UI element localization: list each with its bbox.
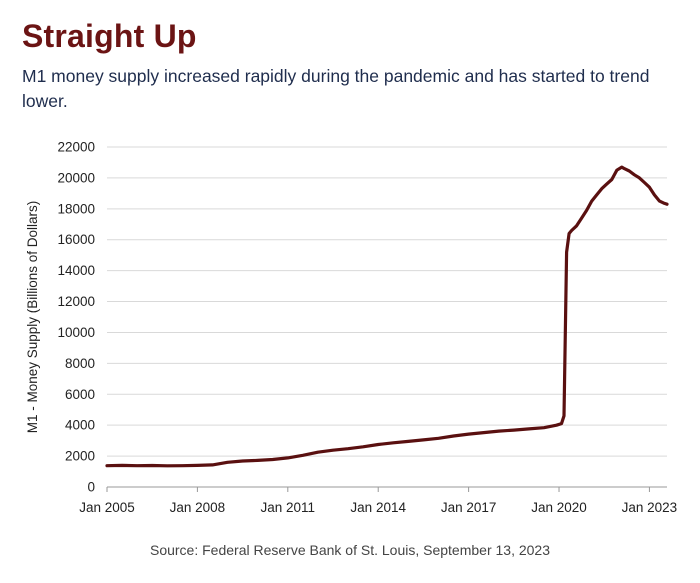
y-tick-label: 18000 (57, 201, 95, 216)
y-tick-label: 6000 (65, 387, 95, 402)
m1-series-line (105, 165, 669, 468)
x-tick-label: Jan 2023 (622, 500, 678, 515)
y-tick-label: 10000 (57, 325, 95, 340)
y-tick-label: 4000 (65, 418, 95, 433)
y-tick-label: 16000 (57, 232, 95, 247)
y-tick-label: 8000 (65, 356, 95, 371)
y-tick-label: 2000 (65, 449, 95, 464)
chart-title: Straight Up (22, 18, 197, 54)
y-tick-label: 22000 (57, 140, 95, 155)
chart-subtitle: M1 money supply increased rapidly during… (22, 66, 650, 111)
x-tick-label: Jan 2014 (350, 500, 406, 515)
x-tick-label: Jan 2005 (79, 500, 135, 515)
y-axis-title: M1 - Money Supply (Billions of Dollars) (25, 201, 40, 434)
y-tick-label: 12000 (57, 294, 95, 309)
source-note: Source: Federal Reserve Bank of St. Loui… (149, 542, 550, 558)
line-chart: 0 2000 4000 6000 8000 10000 12000 14000 16000 180… (25, 140, 678, 516)
x-tick-label: Jan 2017 (441, 500, 497, 515)
x-tick-label: Jan 2011 (261, 500, 316, 515)
x-tick-label: Jan 2008 (170, 500, 226, 515)
x-tick-label: Jan 2020 (531, 500, 587, 515)
y-tick-label: 0 (87, 480, 95, 495)
y-tick-label: 14000 (57, 263, 95, 278)
y-tick-label: 20000 (57, 170, 95, 185)
